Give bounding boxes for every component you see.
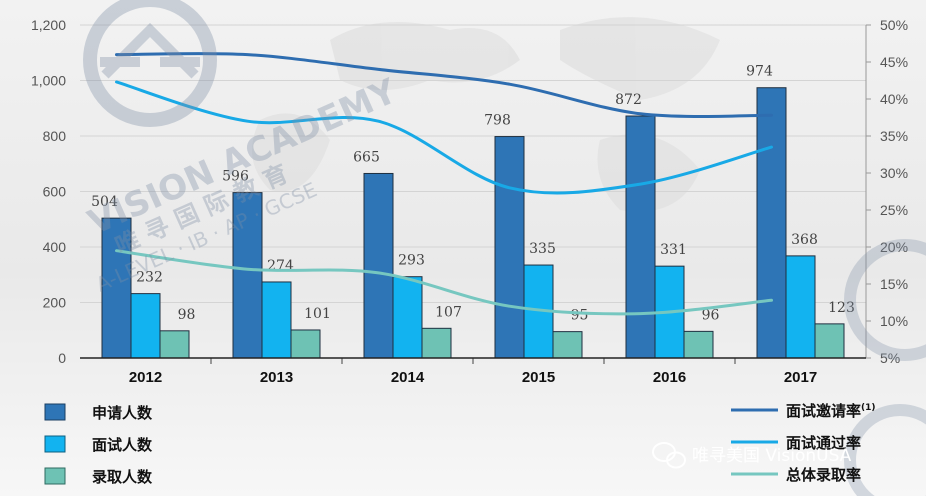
legend-label-applications: 申请人数 xyxy=(92,404,153,422)
legend-label-pass-rate: 面试通过率 xyxy=(786,434,861,452)
watermark-logo-right xyxy=(844,239,926,496)
bar-value-label: 335 xyxy=(529,241,556,257)
y-tick-label: 600 xyxy=(43,184,67,200)
bar-value-label: 596 xyxy=(222,169,249,185)
y-tick-label: 1,200 xyxy=(31,17,66,33)
wechat-account-label: 唯寻美国 VisionUSA xyxy=(692,446,852,466)
bar xyxy=(363,172,394,359)
left-y-axis: 0 200 400 600 800 1,000 1,200 xyxy=(31,17,66,366)
bar xyxy=(552,331,583,359)
bar xyxy=(392,276,423,359)
bar-value-label: 101 xyxy=(304,306,331,322)
bar-value-label: 293 xyxy=(398,253,425,269)
line-series xyxy=(115,52,773,316)
bar xyxy=(814,323,845,359)
bar xyxy=(421,327,452,359)
bar xyxy=(232,192,263,359)
right-y-axis: 5% 10% 15% 20% 25% 30% 35% 40% 45% 50% xyxy=(865,17,908,366)
bar-value-label: 95 xyxy=(571,308,589,324)
x-tick-label: 2014 xyxy=(391,369,425,386)
bar xyxy=(785,255,816,359)
bar xyxy=(130,293,161,359)
legend-swatch-admissions xyxy=(44,467,66,485)
legend-label-invite-rate: 面试邀请率(1) xyxy=(786,402,876,420)
bar-value-label: 368 xyxy=(791,232,818,248)
rate-line xyxy=(115,52,773,118)
bar-value-label: 331 xyxy=(660,242,687,258)
rate-line xyxy=(115,80,773,195)
y2-tick-label: 15% xyxy=(880,276,908,292)
y-tick-label: 800 xyxy=(43,128,67,144)
y-tick-label: 400 xyxy=(43,239,67,255)
bar xyxy=(494,136,525,359)
wechat-icon xyxy=(652,442,686,469)
y2-tick-label: 10% xyxy=(880,313,908,329)
bar-value-label: 98 xyxy=(178,307,196,323)
x-tick-label: 2013 xyxy=(260,369,293,386)
y2-tick-label: 35% xyxy=(880,128,908,144)
rate-line xyxy=(115,249,773,316)
y2-tick-label: 45% xyxy=(880,54,908,70)
bar-value-label: 872 xyxy=(615,92,642,108)
bar xyxy=(101,217,132,359)
legend-label-admissions: 录取人数 xyxy=(92,468,153,486)
bar xyxy=(625,115,656,359)
bar-value-label: 504 xyxy=(91,194,118,210)
y-tick-label: 0 xyxy=(58,350,66,366)
bar xyxy=(756,87,787,359)
legend-swatch-interviews xyxy=(44,435,66,453)
bar-series: 5042329859627410166529310779833595872331… xyxy=(91,64,855,359)
bar xyxy=(290,329,321,359)
y2-tick-label: 20% xyxy=(880,239,908,255)
bar xyxy=(261,281,292,359)
y2-tick-label: 50% xyxy=(880,17,908,33)
bar-value-label: 123 xyxy=(828,300,855,316)
legend-label-admit-rate: 总体录取率 xyxy=(786,466,861,484)
x-tick-label: 2017 xyxy=(784,369,817,386)
y2-tick-label: 40% xyxy=(880,91,908,107)
y2-tick-label: 25% xyxy=(880,202,908,218)
wechat-badge: 唯寻美国 VisionUSA xyxy=(652,442,852,469)
bar-value-label: 232 xyxy=(136,270,163,286)
bar-value-label: 974 xyxy=(746,64,773,80)
legend: 申请人数 面试人数 录取人数 面试邀请率(1) 面试通过率 总体录取率 xyxy=(44,402,876,486)
legend-label-invite-rate-sup: (1) xyxy=(861,403,876,413)
bar-value-label: 96 xyxy=(702,307,720,323)
x-axis: 2012 2013 2014 2015 2016 2017 xyxy=(80,357,866,386)
x-tick-label: 2015 xyxy=(522,369,555,386)
bar-value-label: 107 xyxy=(435,304,462,320)
y2-tick-label: 30% xyxy=(880,165,908,181)
x-tick-label: 2016 xyxy=(653,369,686,386)
x-tick-label: 2012 xyxy=(129,369,162,386)
y-tick-label: 1,000 xyxy=(31,73,66,89)
bar-value-label: 665 xyxy=(353,149,380,165)
y-tick-label: 200 xyxy=(43,295,67,311)
legend-swatch-applications xyxy=(44,403,66,421)
legend-label-invite-rate-text: 面试邀请率 xyxy=(786,402,861,420)
bar xyxy=(159,330,190,359)
y2-tick-label: 5% xyxy=(880,350,900,366)
watermark-logo xyxy=(83,0,217,127)
bar-value-label: 798 xyxy=(484,113,511,129)
legend-label-interviews: 面试人数 xyxy=(92,436,153,454)
bar xyxy=(683,330,714,359)
